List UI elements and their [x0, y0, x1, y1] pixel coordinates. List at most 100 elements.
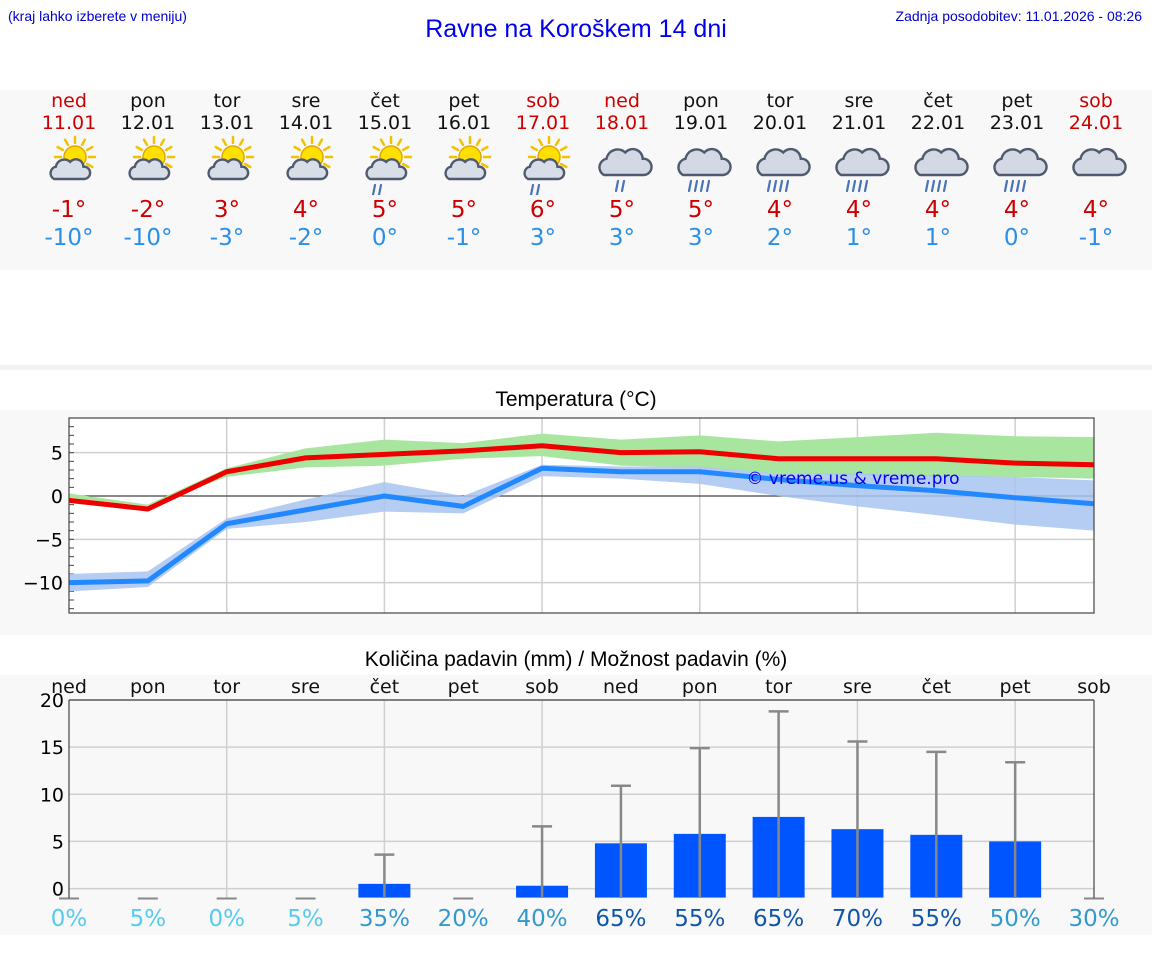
temp-min: 1°	[845, 225, 873, 251]
precip-chance-label: 20%	[438, 906, 489, 932]
min-range-band	[69, 464, 1094, 592]
day-date: 16.01	[436, 112, 492, 134]
day-name: ned	[51, 90, 87, 112]
x-day-label: ned	[51, 676, 87, 698]
day-name: sre	[291, 90, 321, 112]
x-day-label: sob	[1077, 676, 1111, 698]
day-date: 18.01	[594, 112, 650, 134]
sun-cloud-icon	[207, 135, 255, 181]
temp-min: 1°	[924, 225, 952, 251]
temp-max: 4°	[845, 197, 873, 223]
cloud-rain-icon	[582, 134, 662, 196]
cloud-heavy-rain-icon	[756, 147, 811, 193]
x-day-label: čet	[922, 676, 952, 698]
day-name: čet	[923, 90, 953, 112]
divider	[0, 365, 1152, 370]
cloud-heavy-rain-icon	[977, 134, 1057, 196]
sun-cloud-icon	[286, 135, 334, 181]
day-name: ned	[604, 90, 640, 112]
temp-max: -2°	[130, 197, 166, 223]
last-updated: Zadnja posodobitev: 11.01.2026 - 08:26	[895, 8, 1142, 24]
precipitation-chart: 20 15 10 5 0 ned pon tor sre čet pet sob ned pon tor sr…	[40, 676, 1120, 932]
temp-min: -1°	[1078, 225, 1114, 251]
temp-min: 2°	[766, 225, 794, 251]
day-name: sob	[1079, 90, 1113, 112]
sun-cloud-icon	[29, 134, 109, 196]
day-name: sre	[844, 90, 874, 112]
x-day-label: ned	[603, 676, 639, 698]
day-column: pon 19.01 5° 3°	[661, 90, 741, 252]
temp-min: -1°	[446, 225, 482, 251]
day-name: pon	[683, 90, 719, 112]
precip-chance-label: 5%	[287, 906, 324, 932]
temp-min: -10°	[123, 225, 173, 251]
y-tick-label: 15	[40, 737, 64, 759]
x-day-label: pon	[130, 676, 166, 698]
day-column: čet 22.01 4° 1°	[898, 90, 978, 252]
precipitation-panel: 20 15 10 5 0 ned pon tor sre čet pet sob ned pon tor sr…	[0, 675, 1152, 935]
day-date: 23.01	[989, 112, 1045, 134]
temperature-chart-title: Temperatura (°C)	[495, 388, 657, 411]
day-date: 20.01	[752, 112, 808, 134]
x-day-label: čet	[370, 676, 400, 698]
cloud-heavy-rain-icon	[740, 134, 820, 196]
sun-cloud-rain-icon	[365, 135, 413, 195]
sun-cloud-icon	[444, 135, 492, 181]
y-tick-label: 0	[51, 486, 63, 508]
day-date: 22.01	[910, 112, 966, 134]
temp-max: 4°	[1082, 197, 1110, 223]
day-name: pet	[1001, 90, 1033, 112]
day-name: sob	[526, 90, 560, 112]
precip-chance-label: 5%	[130, 906, 167, 932]
y-tick-label: 5	[52, 831, 64, 853]
cloud-heavy-rain-icon	[835, 147, 890, 193]
x-day-label: sre	[843, 676, 872, 698]
cloud-icon	[1072, 147, 1127, 177]
sun-cloud-rain-icon	[503, 134, 583, 196]
day-column: ned 18.01 5° 3°	[582, 90, 662, 252]
y-tick-label: 5	[51, 443, 63, 465]
precip-chance-label: 70%	[832, 906, 883, 932]
sun-cloud-icon	[424, 134, 504, 196]
sun-cloud-rain-icon	[523, 135, 571, 195]
day-date: 17.01	[515, 112, 571, 134]
sun-cloud-icon	[266, 134, 346, 196]
x-day-label: sob	[525, 676, 559, 698]
day-date: 11.01	[41, 112, 97, 134]
day-column: pet 16.01 5° -1°	[424, 90, 504, 252]
precip-chance-label: 65%	[753, 906, 804, 932]
temp-max: 5°	[687, 197, 715, 223]
day-name: čet	[370, 90, 400, 112]
x-day-label: sre	[291, 676, 320, 698]
temp-max: 6°	[529, 197, 557, 223]
temp-max: -1°	[51, 197, 87, 223]
temp-min: 3°	[608, 225, 636, 251]
y-tick-label: −5	[35, 529, 63, 551]
precip-chance-label: 0%	[51, 906, 88, 932]
temp-min: 0°	[1003, 225, 1031, 251]
temp-max: 4°	[292, 197, 320, 223]
day-column: pet 23.01 4° 0°	[977, 90, 1057, 252]
sun-cloud-rain-icon	[345, 134, 425, 196]
precip-chance-label: 0%	[208, 906, 245, 932]
y-tick-label: −10	[23, 573, 63, 595]
temp-max: 5°	[608, 197, 636, 223]
temperature-chart: 5 0 −5 −10 © vreme.us & vreme.pro	[23, 417, 1095, 614]
temp-min: 3°	[687, 225, 715, 251]
temp-min: -10°	[44, 225, 94, 251]
day-column: čet 15.01 5° 0°	[345, 90, 425, 252]
temp-max: 4°	[1003, 197, 1031, 223]
cloud-heavy-rain-icon	[914, 147, 969, 193]
max-range-band	[69, 432, 1094, 507]
day-date: 14.01	[278, 112, 334, 134]
x-day-label: pon	[682, 676, 718, 698]
day-date: 21.01	[831, 112, 887, 134]
day-column: sob 24.01 4° -1°	[1056, 90, 1136, 252]
sun-cloud-icon	[108, 134, 188, 196]
day-column: sre 21.01 4° 1°	[819, 90, 899, 252]
temp-max: 3°	[213, 197, 241, 223]
cloud-rain-icon	[598, 147, 653, 193]
cloud-heavy-rain-icon	[898, 134, 978, 196]
day-column: sre 14.01 4° -2°	[266, 90, 346, 252]
temp-max: 5°	[371, 197, 399, 223]
